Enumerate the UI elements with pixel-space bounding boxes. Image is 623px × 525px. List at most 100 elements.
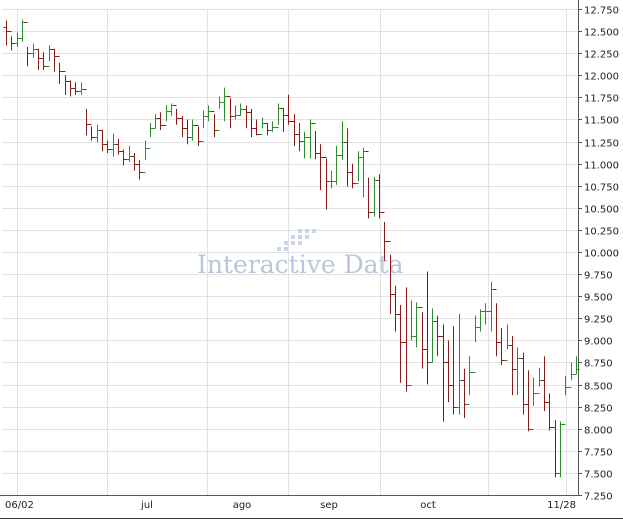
price-bar bbox=[477, 309, 484, 332]
price-bar bbox=[14, 32, 21, 47]
y-tick-label: 11.250 bbox=[584, 139, 619, 150]
price-bar bbox=[8, 31, 15, 51]
y-tick-label: 10.000 bbox=[584, 249, 619, 260]
watermark-dot bbox=[284, 241, 288, 245]
price-bar bbox=[40, 52, 47, 70]
watermark-dot bbox=[305, 235, 309, 239]
watermark-dot bbox=[291, 235, 295, 239]
price-bar bbox=[355, 151, 362, 184]
price-bar bbox=[232, 105, 239, 120]
y-tick-label: 11.750 bbox=[584, 94, 619, 105]
y-tick-label: 10.750 bbox=[584, 183, 619, 194]
price-bar bbox=[317, 144, 324, 191]
price-bar bbox=[434, 315, 441, 357]
price-bar bbox=[546, 393, 553, 431]
watermark-dot bbox=[298, 241, 302, 245]
price-bar bbox=[173, 105, 180, 125]
price-bar bbox=[227, 96, 234, 129]
watermark-dots bbox=[277, 229, 316, 251]
price-bar bbox=[360, 147, 367, 198]
price-bar bbox=[419, 307, 426, 369]
price-bar bbox=[147, 122, 154, 149]
price-bar bbox=[381, 212, 388, 261]
price-bar bbox=[530, 377, 537, 430]
price-bar bbox=[30, 43, 37, 58]
y-tick-label: 9.000 bbox=[584, 337, 613, 348]
y-tick-label: 7.750 bbox=[584, 448, 613, 459]
price-bars bbox=[3, 19, 580, 478]
price-bar bbox=[243, 105, 250, 129]
price-bar bbox=[392, 285, 399, 332]
price-bar bbox=[445, 340, 452, 403]
price-bar bbox=[51, 48, 58, 72]
price-bar bbox=[115, 138, 122, 155]
price-bar bbox=[3, 20, 10, 46]
y-tick-label: 12.250 bbox=[584, 50, 619, 61]
y-tick-label: 12.750 bbox=[584, 6, 619, 17]
price-bar bbox=[514, 347, 521, 396]
price-bar bbox=[62, 71, 69, 95]
y-tick-label: 11.000 bbox=[584, 161, 619, 172]
price-bar bbox=[99, 130, 106, 152]
price-bar bbox=[211, 111, 218, 138]
price-bar bbox=[408, 300, 415, 386]
price-bar bbox=[184, 119, 191, 145]
price-bar bbox=[275, 103, 282, 128]
price-bar bbox=[429, 308, 436, 363]
price-bar bbox=[557, 421, 564, 478]
price-bar bbox=[472, 315, 479, 373]
price-bar bbox=[157, 112, 164, 131]
price-bar bbox=[498, 327, 505, 366]
price-bar bbox=[24, 22, 31, 67]
price-bar bbox=[333, 145, 340, 185]
price-bar bbox=[104, 140, 111, 154]
price-bar bbox=[88, 124, 95, 141]
price-bar bbox=[403, 287, 410, 392]
price-bar bbox=[72, 82, 79, 95]
x-tick-label: jul bbox=[140, 500, 153, 511]
y-tick-label: 7.250 bbox=[584, 492, 613, 503]
price-bar bbox=[461, 368, 468, 419]
price-bar bbox=[525, 370, 532, 432]
y-tick-label: 8.750 bbox=[584, 359, 613, 370]
y-tick-label: 9.250 bbox=[584, 315, 613, 326]
watermark-dot bbox=[298, 229, 302, 233]
watermark-dot bbox=[298, 235, 302, 239]
price-bar bbox=[83, 89, 90, 136]
y-tick-label: 12.500 bbox=[584, 28, 619, 39]
price-bar bbox=[450, 326, 457, 415]
price-bar bbox=[264, 122, 271, 136]
price-bar bbox=[301, 131, 308, 159]
x-tick-label: oct bbox=[420, 500, 436, 511]
y-tick-label: 11.500 bbox=[584, 116, 619, 127]
price-bar bbox=[365, 151, 372, 219]
x-tick-label: sep bbox=[320, 500, 338, 511]
price-bar bbox=[126, 145, 133, 162]
watermark-dot bbox=[277, 247, 281, 251]
price-bar bbox=[259, 117, 266, 135]
price-bar bbox=[205, 105, 212, 122]
watermark-text: Interactive Data bbox=[197, 250, 404, 279]
watermark-dot bbox=[284, 247, 288, 251]
price-bar bbox=[344, 128, 351, 187]
price-bar bbox=[216, 96, 223, 131]
price-bar bbox=[136, 160, 143, 180]
y-axis-ticks: 12.750 12.500 12.250 12.000 11.750 11.500 11.2… bbox=[578, 6, 619, 503]
price-bar bbox=[120, 149, 127, 166]
price-bar bbox=[253, 119, 260, 136]
price-bar bbox=[552, 419, 559, 478]
y-tick-label: 8.250 bbox=[584, 404, 613, 415]
y-tick-label: 8.000 bbox=[584, 426, 613, 437]
price-bar bbox=[78, 82, 85, 95]
price-bar bbox=[142, 140, 149, 173]
price-bar bbox=[376, 174, 383, 219]
price-bar bbox=[328, 170, 335, 189]
price-bar bbox=[562, 375, 569, 425]
price-bar bbox=[110, 133, 117, 157]
x-tick-label: 06/02 bbox=[5, 500, 34, 511]
price-bar bbox=[371, 176, 378, 217]
price-bar bbox=[466, 356, 473, 405]
price-bar bbox=[307, 119, 314, 159]
price-bar bbox=[397, 305, 404, 383]
